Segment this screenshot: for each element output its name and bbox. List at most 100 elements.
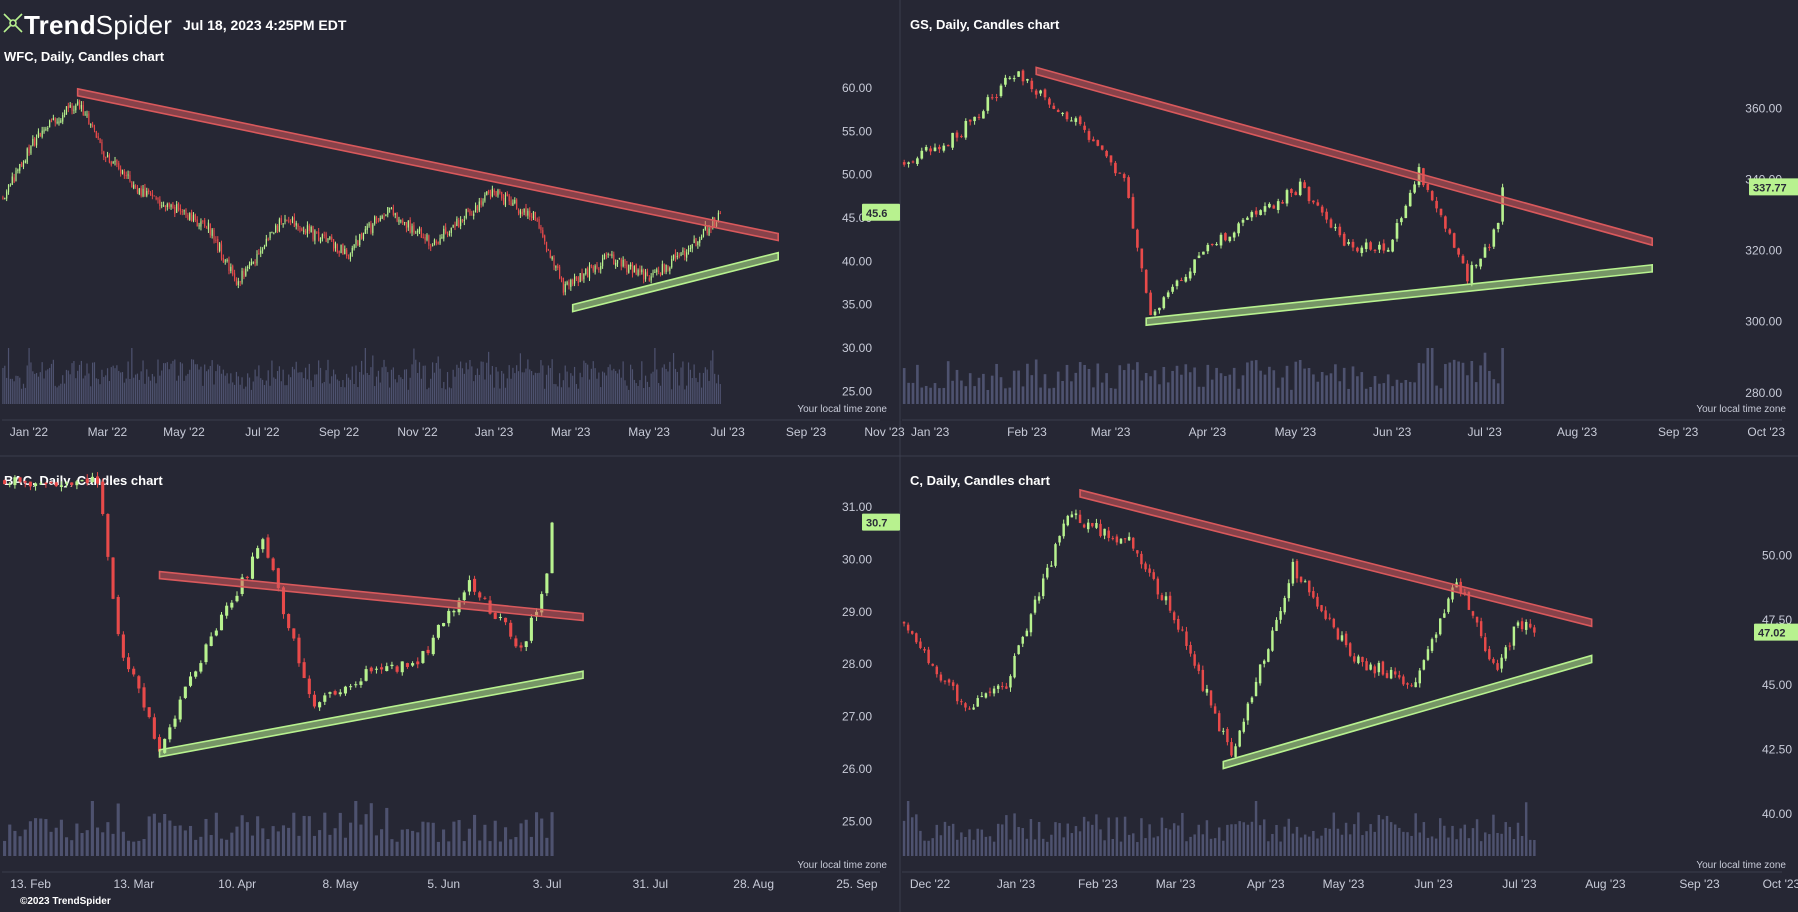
- chart-gs[interactable]: GS, Daily, Candles chart360.00340.00320.…: [902, 17, 1798, 439]
- candle-body: [1488, 649, 1491, 660]
- volume-bar: [1241, 375, 1245, 404]
- volume-bar: [902, 820, 906, 856]
- candle-body: [129, 175, 131, 182]
- candle-body: [572, 279, 574, 285]
- volume-bar: [121, 831, 125, 856]
- candle-body: [49, 120, 51, 128]
- volume-bar: [308, 363, 310, 404]
- volume-bar: [276, 831, 280, 856]
- volume-bar: [209, 835, 213, 856]
- candle-body: [601, 258, 604, 267]
- candle-body: [1127, 177, 1130, 198]
- candle-body: [968, 119, 972, 122]
- candle-body: [1492, 659, 1495, 663]
- volume-bar: [995, 363, 998, 404]
- candle-body: [1461, 255, 1465, 264]
- volume-bar: [1414, 813, 1417, 856]
- candle-body: [1127, 536, 1131, 541]
- support-trendline-wfc[interactable]: [571, 251, 779, 313]
- volume-bar: [431, 822, 435, 856]
- chart-wfc[interactable]: WFC, Daily, Candles chart60.0055.0050.00…: [2, 49, 905, 439]
- volume-bar: [532, 375, 535, 404]
- volume-bar: [1153, 370, 1157, 404]
- candle-body: [116, 159, 118, 165]
- candle-body: [385, 214, 387, 216]
- candle-body: [538, 219, 540, 229]
- candle-body: [49, 481, 53, 483]
- candle-body: [284, 218, 286, 222]
- candle-body: [174, 207, 176, 214]
- volume-bar: [960, 380, 963, 404]
- candle-body: [1357, 656, 1360, 664]
- candle-body: [1140, 248, 1144, 269]
- volume-bar: [968, 829, 971, 856]
- resistance-trendline-bac[interactable]: [158, 570, 584, 622]
- candle-body: [1226, 728, 1229, 743]
- volume-bar: [1109, 388, 1113, 404]
- candle-body: [1516, 622, 1520, 626]
- candle-body: [1281, 202, 1284, 204]
- resistance-trendline-c[interactable]: [1079, 488, 1593, 628]
- volume-bar: [1430, 836, 1434, 856]
- candle-body: [575, 276, 578, 279]
- support-trendline-c[interactable]: [1222, 654, 1593, 770]
- volume-bar: [691, 378, 693, 404]
- candle-body: [1351, 241, 1355, 248]
- candle-body: [332, 239, 335, 250]
- volume-bar: [380, 829, 384, 856]
- support-trendline-bac[interactable]: [158, 670, 584, 758]
- candle-body: [1430, 639, 1434, 651]
- candle-body: [1418, 670, 1421, 684]
- candle-body: [359, 234, 361, 246]
- candle-body: [39, 483, 43, 485]
- candle-body: [245, 576, 249, 579]
- volume-bar: [181, 363, 183, 404]
- volume-bar: [1512, 839, 1516, 856]
- volume-bar: [127, 361, 129, 404]
- candle-body: [1303, 182, 1306, 189]
- volume-bar: [1043, 374, 1047, 404]
- candle-body: [469, 210, 471, 215]
- candle-body: [544, 235, 546, 242]
- candle-body: [290, 220, 292, 222]
- volume-bar: [137, 840, 141, 856]
- x-tick-label: May '23: [628, 425, 670, 439]
- candle-body: [1435, 200, 1438, 209]
- volume-bar: [1294, 361, 1298, 404]
- volume-bar: [1001, 824, 1004, 856]
- candle-body: [1172, 612, 1176, 621]
- candle-body: [1215, 244, 1218, 246]
- volume-bar: [146, 369, 148, 404]
- candle-body: [247, 266, 249, 268]
- chart-c[interactable]: C, Daily, Candles chart50.0047.5045.0042…: [902, 473, 1798, 891]
- chart-bac[interactable]: BAC, Daily, Candles chart31.0030.0029.00…: [2, 472, 900, 891]
- candle-body: [1241, 219, 1245, 223]
- candle-body: [1034, 90, 1038, 95]
- volume-bar: [377, 370, 380, 404]
- volume-bar: [489, 374, 492, 404]
- timezone-note: Your local time zone: [797, 404, 887, 415]
- volume-bar: [1185, 841, 1188, 856]
- volume-bar: [368, 374, 370, 404]
- volume-bar: [1050, 834, 1053, 856]
- candle-body: [1299, 576, 1303, 582]
- volume-bar: [1078, 831, 1082, 856]
- candle-body: [400, 661, 404, 673]
- candle-body: [540, 226, 542, 231]
- volume-bar: [1132, 833, 1135, 856]
- support-trendline-gs[interactable]: [1145, 263, 1653, 327]
- candle-body: [1267, 649, 1270, 662]
- volume-bar: [549, 368, 551, 404]
- candle-body: [258, 252, 260, 254]
- candle-body: [207, 222, 210, 230]
- volume-bar: [230, 373, 232, 404]
- volume-bar: [473, 814, 477, 856]
- candle-body: [189, 213, 191, 220]
- candle-body: [527, 210, 529, 216]
- candle-body: [23, 481, 27, 483]
- resistance-trendline-wfc[interactable]: [76, 87, 779, 242]
- candle-body: [491, 188, 493, 197]
- volume-bar: [603, 372, 606, 404]
- resistance-trendline-gs[interactable]: [1035, 66, 1653, 247]
